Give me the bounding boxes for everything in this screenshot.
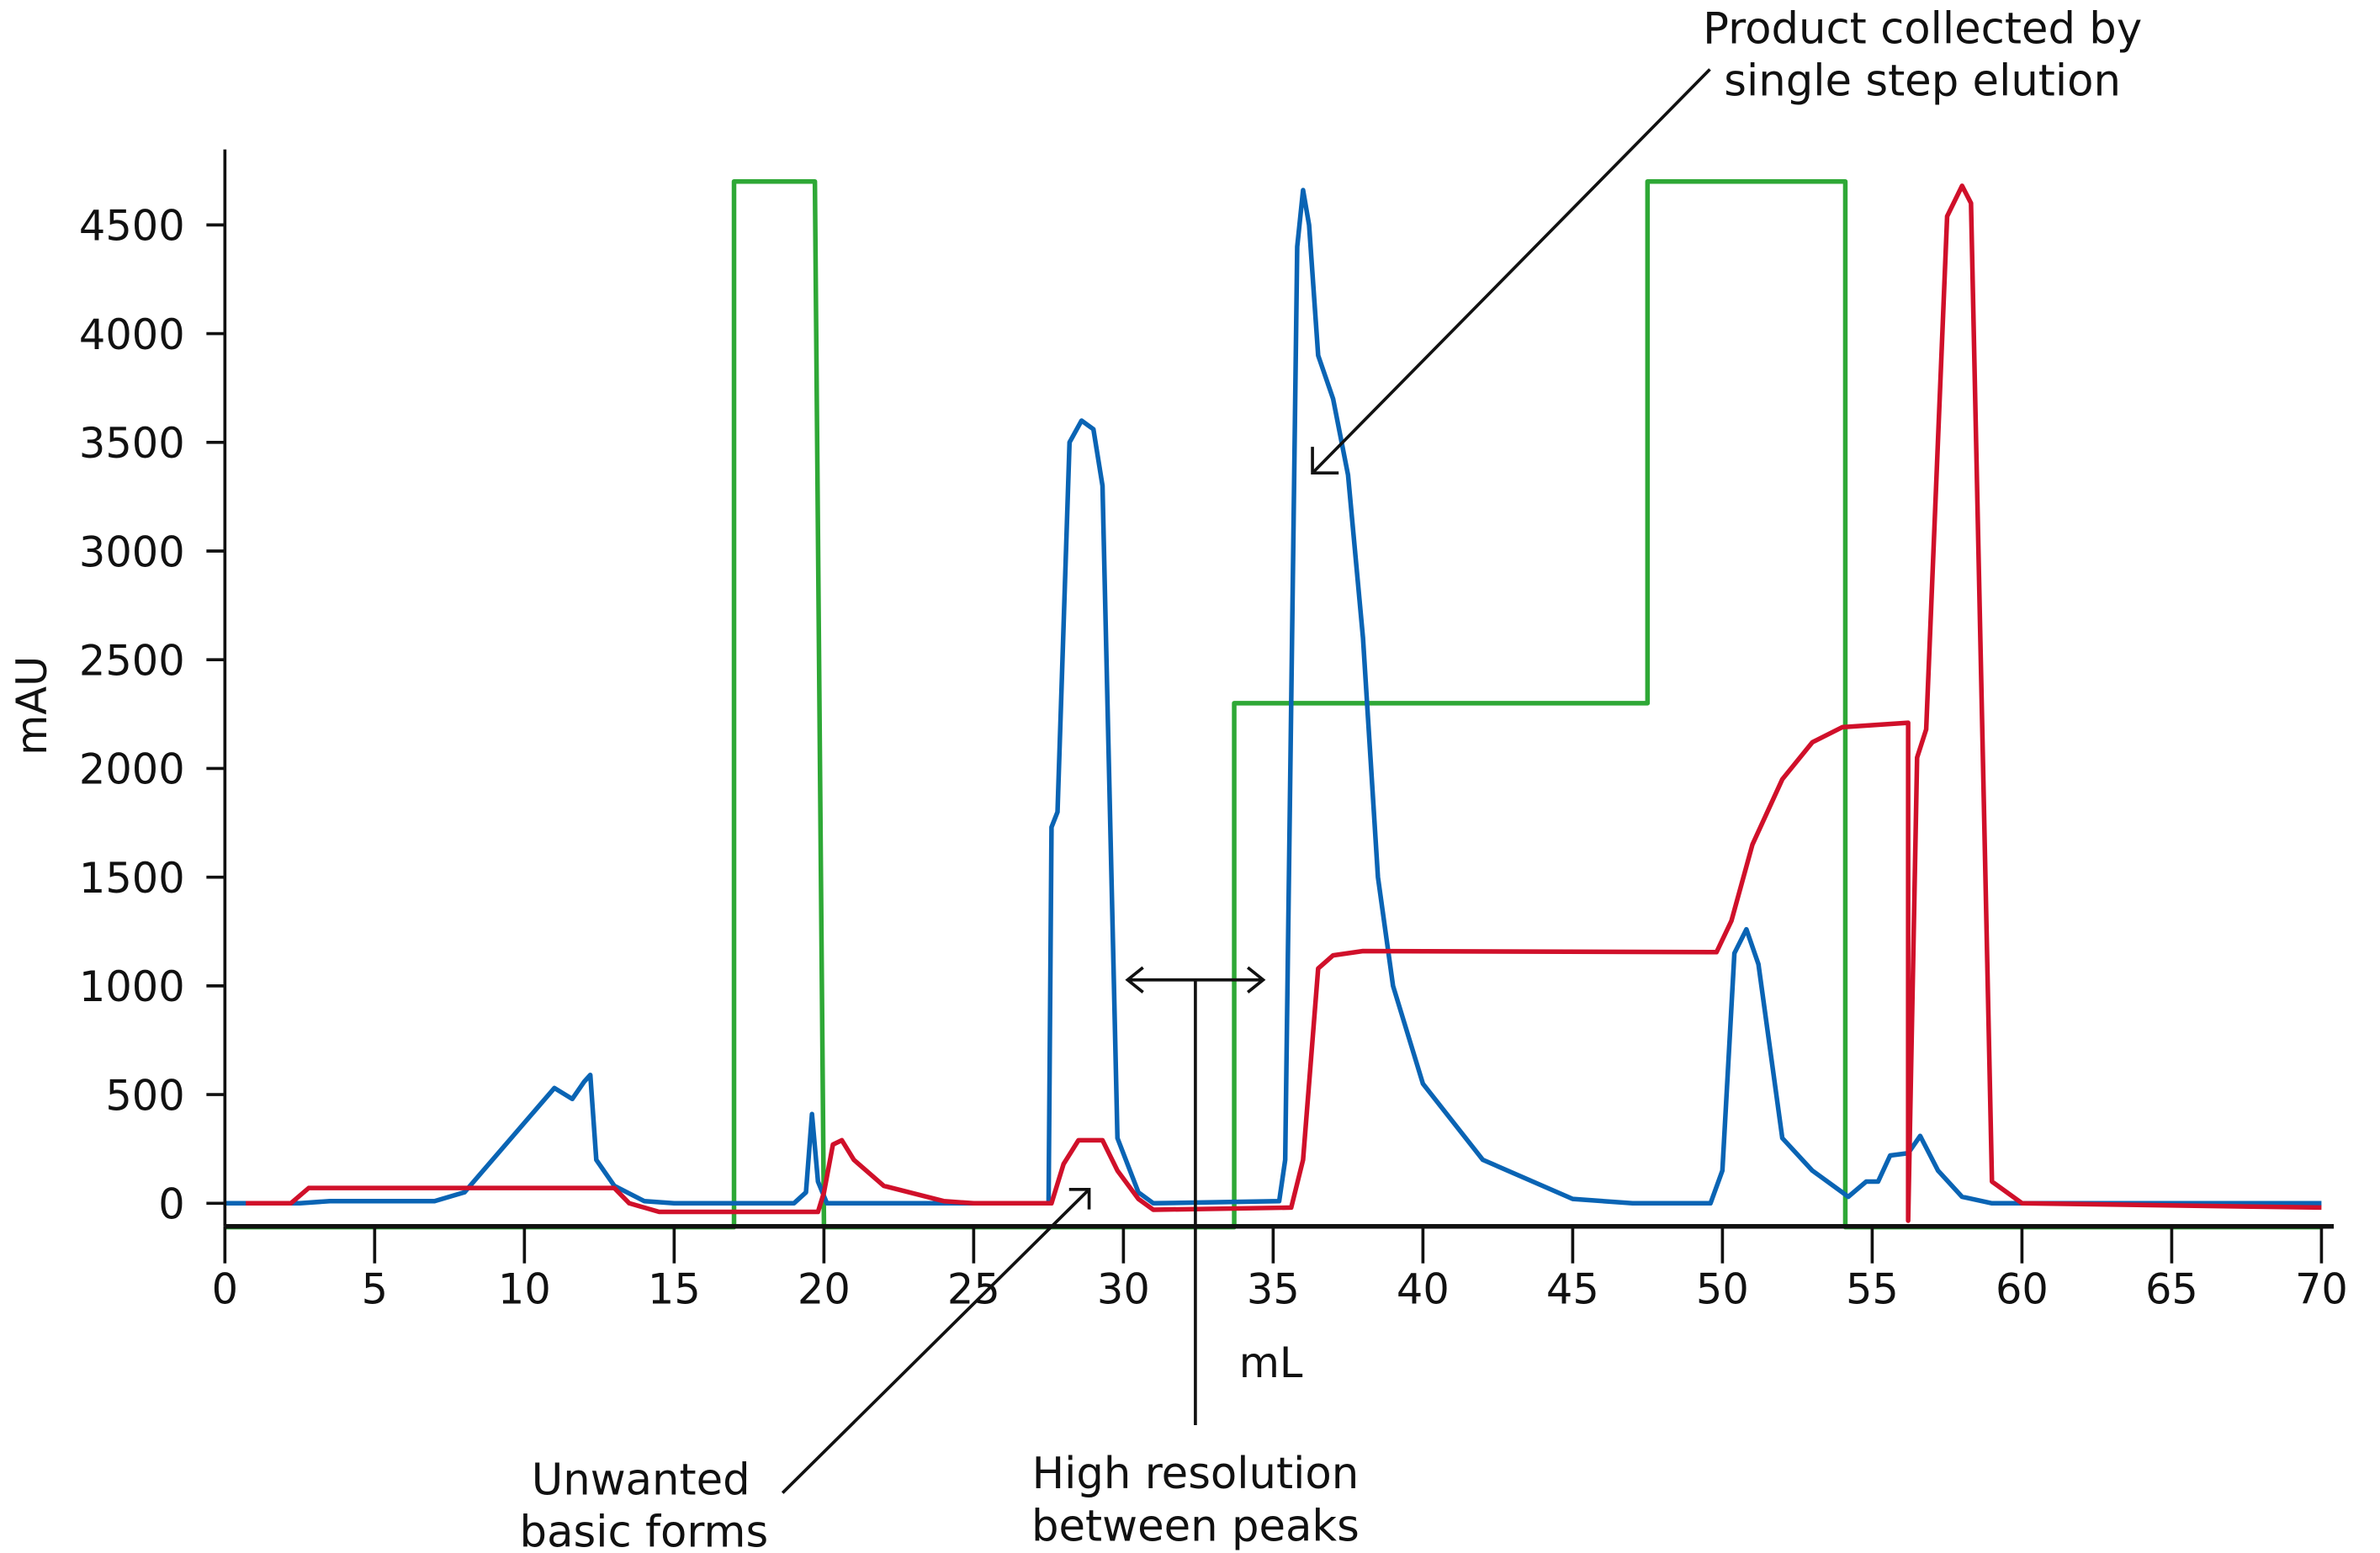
annotation-text: between peaks [1031, 1501, 1360, 1551]
y-tick-label: 1500 [79, 854, 185, 903]
plot-area [225, 178, 2322, 1230]
x-tick-label: 55 [1846, 1264, 1899, 1313]
annotation-text: single step elution [1724, 56, 2121, 107]
y-tick-label: 3000 [79, 527, 185, 576]
y-tick-label: 500 [105, 1071, 184, 1120]
annotation-text: Unwanted [532, 1455, 750, 1505]
y-tick-label: 4000 [79, 310, 185, 359]
x-tick-label: 70 [2295, 1264, 2348, 1313]
annotation-unwanted: Unwanted basic forms [520, 1187, 1091, 1553]
y-tick-label: 0 [158, 1180, 184, 1229]
x-tick-label: 30 [1097, 1264, 1150, 1313]
y-tick-label: 1000 [79, 962, 185, 1011]
y-tick-label: 2500 [79, 637, 185, 686]
x-tick-label: 5 [362, 1264, 388, 1313]
x-tick-label: 25 [947, 1264, 1000, 1313]
series-line-1 [225, 188, 2322, 1206]
x-tick-label: 10 [498, 1264, 551, 1313]
series-line-2 [246, 183, 2322, 1223]
annotation-resolution: High resolution between peaks [1031, 966, 1360, 1551]
x-tick-label: 45 [1546, 1264, 1599, 1313]
y-tick-label: 3500 [79, 419, 185, 468]
x-tick-label: 60 [1996, 1264, 2049, 1313]
y-tick-label: 2000 [79, 745, 185, 794]
annotation-text: Product collected by [1703, 3, 2142, 54]
x-axis-label: mL [1239, 1338, 1303, 1387]
axes: 0 5 10 15 20 25 30 35 40 45 50 55 60 65 70 0 500 1000 1500… [79, 149, 2348, 1313]
annotation-text: High resolution [1032, 1449, 1360, 1499]
series-line-0 [225, 178, 2322, 1230]
x-tick-label: 15 [648, 1264, 701, 1313]
y-axis-label: mAU [8, 656, 56, 755]
x-tick-label: 50 [1696, 1264, 1749, 1313]
x-tick-label: 65 [2145, 1264, 2198, 1313]
x-tick-label: 0 [212, 1264, 238, 1313]
y-tick-label: 4500 [79, 202, 185, 251]
x-tick-label: 40 [1397, 1264, 1450, 1313]
x-tick-label: 20 [798, 1264, 851, 1313]
annotation-text: basic forms [520, 1508, 769, 1553]
annotation-product: Product collected by single step elution [1311, 3, 2142, 475]
x-tick-label: 35 [1247, 1264, 1300, 1313]
